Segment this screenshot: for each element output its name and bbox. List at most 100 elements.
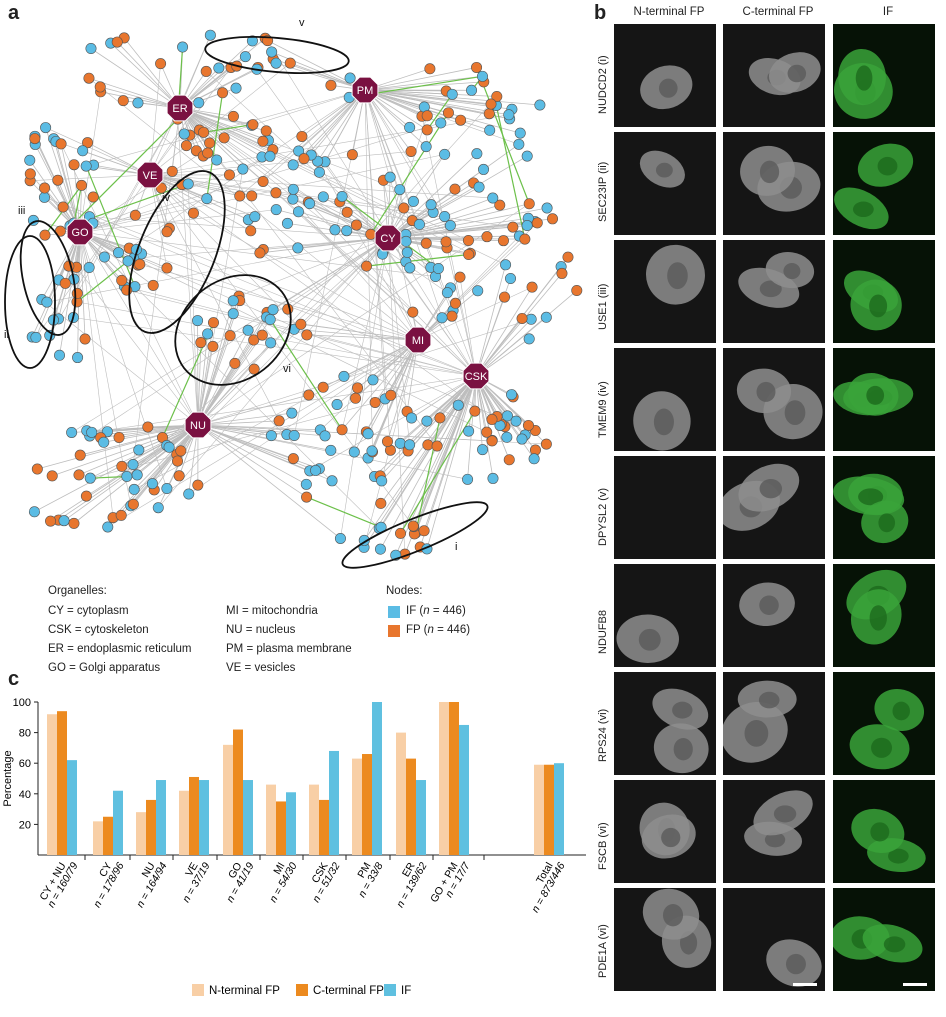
fp-node [127, 498, 139, 510]
organelle-legend-item: VE = vesicles [226, 662, 296, 674]
network-edge [107, 339, 419, 528]
network-edge [149, 151, 412, 176]
if-node [473, 181, 485, 193]
if-node [478, 163, 490, 175]
network-edge [60, 143, 81, 233]
if-node [83, 262, 95, 274]
network-edge [310, 89, 366, 156]
micrograph-row-label: NDUFB8 [597, 609, 609, 654]
if-node [112, 247, 124, 259]
network-edge [197, 424, 341, 539]
network-edge [197, 424, 307, 498]
network-edge [317, 89, 366, 162]
if-node [24, 154, 36, 166]
network-edge [387, 237, 406, 555]
fp-node [462, 234, 474, 246]
fp-node [296, 130, 308, 142]
fp-node [350, 219, 362, 231]
network-edge [110, 42, 181, 109]
network-edge [381, 375, 477, 482]
network-edge [197, 420, 280, 426]
network-edge [63, 424, 199, 522]
fp-node [161, 226, 173, 238]
y-tick-label: 20 [19, 819, 31, 831]
fp-node [336, 424, 348, 436]
bar [372, 702, 382, 855]
bar [286, 792, 296, 855]
fp-node [486, 413, 498, 425]
y-tick-label: 80 [19, 728, 31, 740]
micrograph-image [614, 348, 716, 451]
if-node [86, 426, 98, 438]
network-edge [45, 127, 151, 176]
bar [156, 780, 166, 855]
fp-node [147, 279, 159, 291]
network-edge [259, 237, 389, 254]
if-node-swatch [388, 606, 400, 618]
if-node [521, 150, 533, 162]
hub-octagon [462, 362, 490, 390]
if-node [265, 430, 277, 442]
if-node [227, 295, 239, 307]
network-edge [364, 89, 427, 147]
if-node [127, 458, 139, 470]
network-edge [197, 412, 292, 426]
if-node [325, 444, 337, 456]
bar [459, 724, 469, 855]
panel-label-b: b [594, 2, 607, 24]
if-node [326, 475, 338, 487]
chart-axes: 20 40 60 80 100 Percentage [2, 697, 586, 860]
network-edge [197, 424, 294, 459]
bar [319, 799, 329, 855]
network-edge [149, 174, 249, 220]
if-node [122, 255, 134, 267]
panel-label-c: c [8, 668, 20, 690]
micrograph-image [833, 888, 935, 991]
y-tick-label: 60 [19, 758, 31, 770]
fp-node [202, 147, 214, 159]
if-node [452, 399, 464, 411]
cluster-ellipse [204, 36, 350, 74]
if-node [503, 109, 515, 121]
paired-edge [206, 92, 224, 199]
hub-octagon [166, 94, 194, 122]
scale-bar [903, 983, 927, 986]
fp-node [68, 517, 80, 529]
if-node [28, 506, 40, 518]
fp-node [375, 497, 387, 509]
hub-label: ER [172, 103, 187, 115]
micrograph-image [833, 132, 935, 235]
micrograph-row-label: FSCB (vi) [597, 822, 609, 870]
fp-node [229, 357, 241, 369]
network-edge [90, 424, 199, 479]
fp-node-legend: FP (n = 446) [406, 624, 471, 636]
fp-node [39, 229, 51, 241]
fp-node [29, 133, 41, 145]
network-edge [76, 267, 199, 426]
network-edge [364, 89, 449, 114]
fp-node [301, 491, 313, 503]
scale-bar [793, 983, 817, 986]
if-node [421, 415, 433, 427]
network-edge [188, 339, 419, 495]
network-edge [446, 247, 477, 377]
micrograph-image [723, 888, 825, 991]
fp-node [420, 237, 432, 249]
if-node [404, 121, 416, 133]
network-edge [179, 107, 438, 447]
fp-node [361, 260, 373, 272]
if-node [432, 262, 444, 274]
if-node [463, 425, 475, 437]
fp-node [454, 271, 466, 283]
network-edge [262, 89, 366, 182]
fp-node [455, 114, 467, 126]
network-edge [475, 264, 506, 377]
fp-node [129, 209, 141, 221]
fp-node [71, 287, 83, 299]
if-node [329, 224, 341, 236]
network-edge [79, 231, 168, 489]
fp-node [350, 392, 362, 404]
fp-node [485, 98, 497, 110]
bar [534, 764, 544, 855]
if-node [436, 312, 448, 324]
